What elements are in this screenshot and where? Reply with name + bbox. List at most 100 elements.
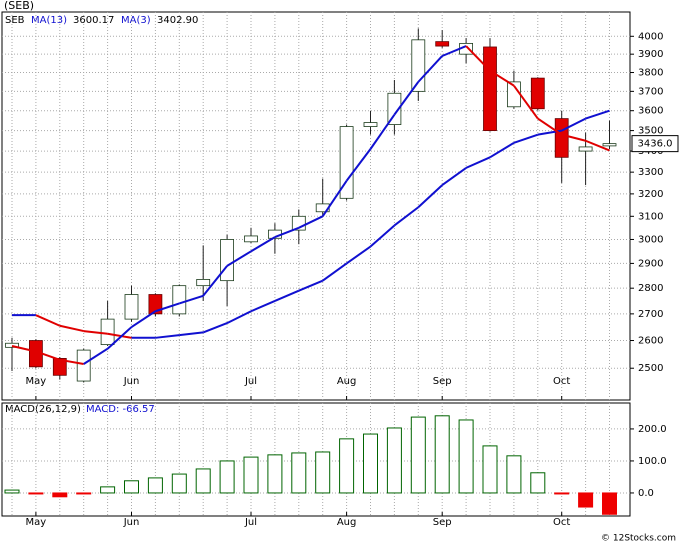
ma-line-segment — [321, 180, 348, 217]
candle-body — [411, 39, 426, 92]
ma-line-segment — [441, 45, 467, 57]
ma-line-segment — [35, 350, 61, 361]
ma-line-segment — [155, 302, 180, 313]
ma-line-segment — [513, 85, 539, 120]
ma-line-segment — [322, 262, 348, 282]
legend-value: 3402.90 — [157, 15, 198, 26]
ma-line-segment — [106, 326, 133, 350]
candle-body — [52, 358, 67, 376]
macd-bar — [267, 454, 283, 494]
candle-body — [148, 294, 163, 315]
ma-line-segment — [130, 310, 156, 328]
candle-body — [5, 342, 19, 348]
y-tick-label: 3900 — [638, 49, 663, 60]
macd-title: MACD(26,12,9) — [5, 404, 81, 415]
candle-body — [578, 146, 593, 152]
legend-name: MA(13) — [31, 15, 67, 26]
macd-bar — [243, 456, 259, 494]
candle-body — [196, 279, 211, 287]
x-tick-label: Jul — [244, 376, 257, 387]
y-tick-label: 2900 — [638, 258, 663, 269]
ma-line-segment — [393, 81, 420, 116]
y-tick-label: 3200 — [638, 189, 663, 200]
macd-bar — [363, 433, 378, 494]
macd-bar — [458, 419, 474, 494]
macd-bar — [124, 480, 139, 494]
y-tick-label: 2700 — [638, 309, 663, 320]
macd-bar — [4, 489, 20, 494]
y-tick-label: 100.0 — [638, 456, 667, 467]
ma-line-segment — [298, 215, 324, 229]
x-tick-label: Aug — [337, 376, 357, 387]
macd-bar — [291, 452, 307, 494]
macd-bar — [530, 472, 546, 494]
macd-bar — [506, 455, 522, 494]
ma-line-segment — [489, 69, 515, 87]
macd-bar — [100, 486, 116, 494]
ma-line-segment — [274, 289, 300, 302]
x-tick-label: Jul — [244, 517, 257, 528]
candle-body — [554, 118, 569, 158]
y-tick-label: 3100 — [638, 211, 663, 222]
candle-body — [339, 126, 354, 199]
candle-body — [387, 92, 402, 125]
y-tick-label: 3500 — [638, 126, 663, 137]
ma-line-segment — [274, 226, 300, 239]
macd-bar — [482, 445, 498, 494]
ma-line-segment — [537, 117, 563, 136]
ma-line-segment — [585, 109, 610, 120]
y-tick-label: 3600 — [638, 106, 663, 117]
ma-line-segment — [346, 245, 372, 265]
legend-name: MA(3) — [121, 15, 151, 26]
macd-bar — [602, 492, 617, 515]
ma-line-segment — [83, 347, 109, 365]
y-tick-label: 2600 — [638, 336, 663, 347]
ma-line-segment — [59, 358, 84, 365]
ma-line-segment — [202, 322, 228, 334]
macd-value: MACD: -66.57 — [86, 404, 155, 415]
macd-bar — [52, 492, 68, 498]
macd-bar — [434, 415, 450, 494]
ma-line-segment — [155, 334, 180, 339]
ma-line-segment — [561, 133, 586, 142]
macd-bar — [76, 492, 92, 495]
legend-value: 3600.17 — [73, 15, 114, 26]
ma-line-segment — [465, 45, 491, 72]
candle-body — [124, 294, 139, 320]
ma-line-segment — [35, 314, 61, 327]
ma-line-segment — [226, 310, 252, 324]
y-tick-label: 3700 — [638, 86, 663, 97]
x-tick-label: Oct — [553, 517, 570, 528]
x-tick-label: Jun — [123, 376, 140, 387]
ma-line-segment — [226, 250, 252, 267]
y-tick-label: 200.0 — [638, 424, 667, 435]
y-tick-label: 2500 — [638, 363, 663, 374]
ma-line-segment — [417, 184, 443, 208]
ma-line-segment — [465, 156, 491, 169]
last-price-label: 3436.0 — [638, 139, 673, 150]
candle-body — [220, 239, 235, 282]
candle-body — [172, 285, 187, 315]
macd-frame — [1, 402, 631, 517]
ma-line-segment — [59, 324, 84, 333]
x-tick-label: May — [26, 517, 47, 528]
candle-body — [100, 318, 115, 346]
ma-line-segment — [417, 55, 443, 83]
x-tick-label: Sep — [433, 517, 452, 528]
ma-line-segment — [441, 167, 467, 186]
last-price-box — [631, 135, 679, 153]
footer: © 12Stocks.com — [601, 534, 676, 544]
ma-line-segment — [369, 224, 396, 248]
y-tick-label: 3300 — [638, 167, 663, 178]
y-tick-label: 2800 — [638, 283, 663, 294]
macd-bar — [410, 416, 426, 494]
macd-bar — [339, 438, 355, 494]
price-frame — [1, 11, 631, 401]
y-tick-label: 4000 — [638, 31, 663, 42]
ma-line-segment — [202, 265, 228, 297]
ma-line-segment — [83, 330, 108, 335]
ma-line-segment — [513, 133, 539, 144]
x-tick-label: Sep — [433, 376, 452, 387]
x-tick-label: Oct — [553, 376, 570, 387]
